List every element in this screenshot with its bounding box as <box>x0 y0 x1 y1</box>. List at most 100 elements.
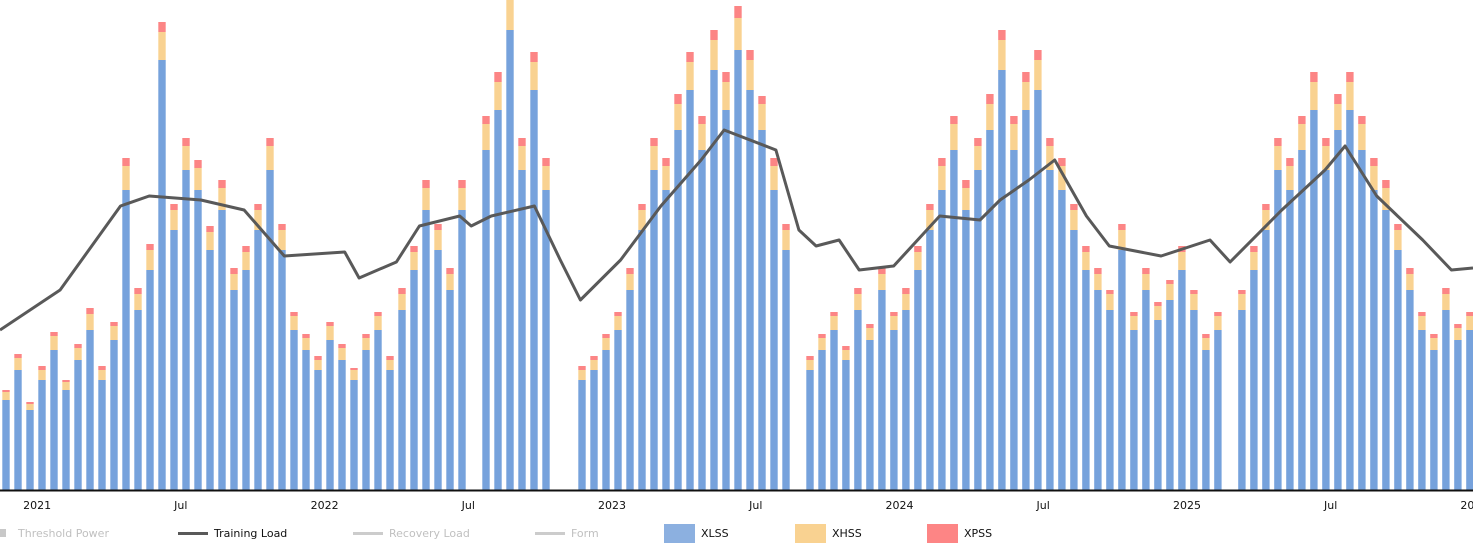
bar-xpss <box>434 224 442 230</box>
bar-xhss <box>254 210 262 230</box>
bar-xhss <box>1118 230 1126 250</box>
x-tick-label: 2024 <box>886 499 914 512</box>
bar-xpss <box>422 180 430 188</box>
bar-xhss <box>998 40 1006 70</box>
bar-xhss <box>1322 146 1330 170</box>
bar-xlss <box>98 380 106 490</box>
bar-xpss <box>614 312 622 316</box>
bar-xlss <box>158 60 166 490</box>
bar-xlss <box>1274 170 1282 490</box>
legend-item-training-load[interactable]: Training Load <box>178 523 287 543</box>
legend-item-threshold-power[interactable]: Threshold Power <box>0 523 109 543</box>
bar-xpss <box>338 344 346 348</box>
bar-xlss <box>218 210 226 490</box>
bar-xlss <box>878 290 886 490</box>
bar-xpss <box>1454 324 1462 328</box>
bar-xpss <box>674 94 682 104</box>
bar-xpss <box>1046 138 1054 146</box>
bar-xlss <box>1202 350 1210 490</box>
bar-xpss <box>1214 312 1222 316</box>
legend-swatch-training-load <box>178 531 208 535</box>
bar-xlss <box>986 130 994 490</box>
bar-xpss <box>1058 158 1066 166</box>
bar-xhss <box>1442 294 1450 310</box>
bar-xlss <box>1298 150 1306 490</box>
bar-xhss <box>902 294 910 310</box>
bar-xpss <box>386 356 394 360</box>
bar-xpss <box>26 402 34 404</box>
bar-xpss <box>1190 290 1198 294</box>
bar-xhss <box>218 188 226 210</box>
bar-xpss <box>398 288 406 294</box>
bar-xlss <box>1118 250 1126 490</box>
bar-xlss <box>998 70 1006 490</box>
bar-xlss <box>1262 230 1270 490</box>
bar-xlss <box>1178 270 1186 490</box>
bar-xpss <box>266 138 274 146</box>
bar-xlss <box>1034 90 1042 490</box>
bar-xpss <box>1130 312 1138 316</box>
bar-xpss <box>1142 268 1150 274</box>
bar-xpss <box>806 356 814 360</box>
bar-xpss <box>530 52 538 62</box>
bar-xhss <box>314 360 322 370</box>
bar-xpss <box>818 334 826 338</box>
bar-xpss <box>218 180 226 188</box>
bar-xlss <box>386 370 394 490</box>
bar-xlss <box>242 270 250 490</box>
bar-xpss <box>1322 138 1330 146</box>
bar-xpss <box>98 366 106 370</box>
x-tick-label: Jul <box>461 499 475 512</box>
legend-item-xlss[interactable]: XLSS <box>664 523 729 543</box>
bar-xhss <box>1310 82 1318 110</box>
bar-xlss <box>302 350 310 490</box>
bar-xhss <box>290 316 298 330</box>
bar-xhss <box>1214 316 1222 330</box>
bar-xlss <box>206 250 214 490</box>
bar-xpss <box>242 246 250 252</box>
bar-xpss <box>134 288 142 294</box>
bar-xpss <box>1034 50 1042 60</box>
bar-xlss <box>962 210 970 490</box>
bar-xhss <box>1274 146 1282 170</box>
bar-xlss <box>422 210 430 490</box>
legend-swatch-recovery-load <box>353 531 383 535</box>
legend-item-xhss[interactable]: XHSS <box>795 523 862 543</box>
bar-xlss <box>686 90 694 490</box>
bar-xpss <box>1466 312 1473 316</box>
bar-xpss <box>998 30 1006 40</box>
bar-xlss <box>590 370 598 490</box>
bar-xpss <box>1394 224 1402 230</box>
bar-xpss <box>374 312 382 316</box>
bar-xlss <box>614 330 622 490</box>
bar-xhss <box>1262 210 1270 230</box>
bar-xlss <box>1466 330 1473 490</box>
bar-xpss <box>830 312 838 316</box>
bar-xhss <box>1178 252 1186 270</box>
legend-item-recovery-load[interactable]: Recovery Load <box>353 523 470 543</box>
bar-xlss <box>86 330 94 490</box>
bar-xhss <box>986 104 994 130</box>
bar-xpss <box>542 158 550 166</box>
bar-xhss <box>182 146 190 170</box>
bar-xpss <box>986 94 994 104</box>
line-training-load <box>0 128 1473 332</box>
bar-xhss <box>50 336 58 350</box>
legend-item-form[interactable]: Form <box>535 523 599 543</box>
legend-item-xpss[interactable]: XPSS <box>927 523 992 543</box>
bar-xlss <box>482 150 490 490</box>
bar-xpss <box>626 268 634 274</box>
bar-xpss <box>1430 334 1438 338</box>
bar-xhss <box>542 166 550 190</box>
x-tick-label: 2023 <box>598 499 626 512</box>
bar-xhss <box>818 338 826 350</box>
bar-xhss <box>1382 188 1390 210</box>
bar-xlss <box>542 190 550 490</box>
bar-xlss <box>518 170 526 490</box>
bar-xlss <box>1418 330 1426 490</box>
lines-layer <box>0 128 1473 332</box>
bar-xpss <box>650 138 658 146</box>
bar-xlss <box>314 370 322 490</box>
bar-xhss <box>614 316 622 330</box>
bar-xhss <box>806 360 814 370</box>
